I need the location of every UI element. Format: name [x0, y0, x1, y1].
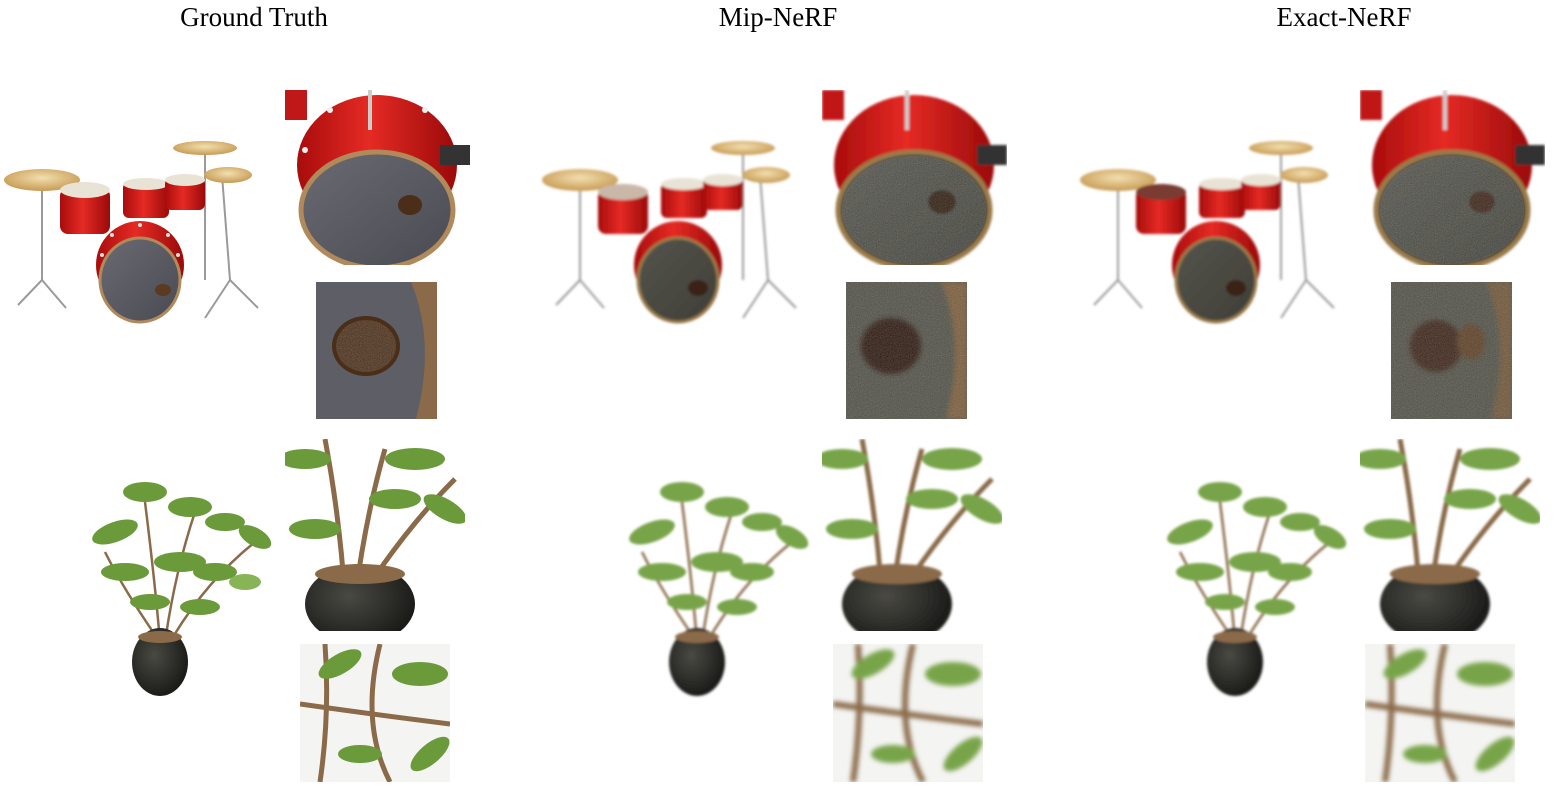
- plant-image-ground-truth: [85, 462, 280, 697]
- plant-crop-image-exact-nerf: [1365, 644, 1515, 782]
- drum-zoom-image-ground-truth: [285, 90, 470, 265]
- drum-kit-image-mip-nerf: [538, 130, 808, 330]
- drum-crop-image-exact-nerf: [1391, 282, 1512, 419]
- column-title-exact-nerf: Exact-NeRF: [1144, 0, 1544, 34]
- drum-kit-image-exact-nerf: [1076, 130, 1346, 330]
- plant-zoom-image-exact-nerf: [1360, 439, 1540, 631]
- plant-image-exact-nerf: [1160, 462, 1355, 697]
- column-title-ground-truth: Ground Truth: [54, 0, 454, 34]
- drum-crop-image-ground-truth: [316, 282, 437, 419]
- plant-image-mip-nerf: [622, 462, 817, 697]
- plant-zoom-image-mip-nerf: [822, 439, 1002, 631]
- drum-zoom-image-mip-nerf: [822, 90, 1007, 265]
- column-title-mip-nerf: Mip-NeRF: [578, 0, 978, 34]
- drum-zoom-image-exact-nerf: [1360, 90, 1545, 265]
- drum-crop-image-mip-nerf: [846, 282, 967, 419]
- plant-zoom-image-ground-truth: [285, 439, 465, 631]
- plant-crop-image-ground-truth: [300, 644, 450, 782]
- plant-crop-image-mip-nerf: [833, 644, 983, 782]
- drum-kit-image-ground-truth: [0, 130, 270, 330]
